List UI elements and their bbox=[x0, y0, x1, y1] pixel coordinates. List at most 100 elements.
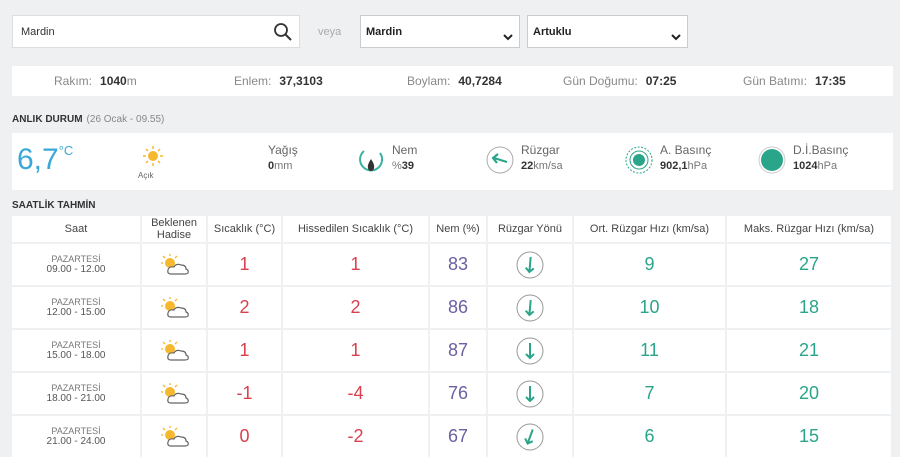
feels-cell: -4 bbox=[283, 373, 428, 414]
wind-label: Rüzgar bbox=[521, 143, 560, 157]
search-text: Mardin bbox=[21, 26, 55, 38]
time-cell: PAZARTESİ 21.00 - 24.00 bbox=[12, 416, 140, 457]
feels: -4 bbox=[347, 383, 364, 403]
wind-icon bbox=[485, 145, 515, 180]
time-cell: PAZARTESİ 09.00 - 12.00 bbox=[12, 244, 140, 285]
table-header: Nem (%) bbox=[430, 216, 486, 242]
rain-value: 0mm bbox=[268, 160, 292, 172]
wind-value: 22km/sa bbox=[521, 160, 563, 172]
max-wind: 15 bbox=[798, 426, 820, 446]
time: (26 Ocak - 09.55) bbox=[86, 114, 165, 125]
max-wind: 20 bbox=[798, 383, 820, 403]
temp: 1 bbox=[239, 340, 250, 360]
info-value: 17:35 bbox=[815, 74, 846, 88]
icon bbox=[516, 423, 544, 450]
humidity-value: %39 bbox=[392, 160, 414, 172]
table-header: Maks. Rüzgar Hızı (km/sa) bbox=[727, 216, 891, 242]
unit: mm bbox=[274, 160, 293, 172]
value: 22 bbox=[521, 160, 534, 172]
province-select[interactable]: Mardin bbox=[360, 15, 520, 48]
feels: 1 bbox=[350, 340, 361, 360]
chevron bbox=[671, 28, 681, 46]
info-label: Enlem: bbox=[234, 74, 272, 88]
wind: 9 bbox=[644, 254, 655, 274]
search-input[interactable]: Mardin bbox=[12, 15, 300, 48]
humidity-cell: 67 bbox=[430, 416, 486, 457]
wind-dir-cell bbox=[488, 416, 572, 457]
temp: 1 bbox=[239, 254, 250, 274]
info-label: Rakım: bbox=[54, 74, 93, 88]
info-value: 40,7284 bbox=[458, 74, 502, 88]
info-value: 1040 bbox=[100, 74, 127, 88]
unit: hPa bbox=[687, 160, 708, 172]
info-bar: Rakım: 1040m Enlem: 37,3103 Boylam: 40,7284 Gü… bbox=[12, 66, 893, 96]
day: PAZARTESİ bbox=[51, 383, 101, 393]
icon bbox=[161, 339, 189, 361]
info-value: 07:25 bbox=[645, 74, 677, 88]
feels-cell: 1 bbox=[283, 330, 428, 371]
day: PAZARTESİ bbox=[51, 297, 101, 307]
humidity: 76 bbox=[447, 383, 469, 403]
pressure-value: 902,1hPa bbox=[660, 160, 707, 172]
info-item: Gün Doğumu: 07:25 bbox=[563, 74, 676, 88]
wind-dir-cell bbox=[488, 287, 572, 328]
search-icon bbox=[273, 22, 293, 47]
temp: 2 bbox=[239, 297, 250, 317]
info-item: Boylam: 40,7284 bbox=[407, 74, 502, 88]
condition: Açık bbox=[138, 171, 154, 180]
table-header: Saat bbox=[12, 216, 140, 242]
sea-pressure-icon bbox=[757, 145, 787, 180]
rain-label: Yağış bbox=[268, 143, 298, 157]
icon bbox=[359, 150, 384, 172]
humidity-cell: 83 bbox=[430, 244, 486, 285]
max-wind-cell: 27 bbox=[727, 244, 891, 285]
prefix: % bbox=[392, 160, 402, 172]
time: 12.00 - 15.00 bbox=[46, 307, 106, 318]
wind-dir-cell bbox=[488, 373, 572, 414]
humidity: 83 bbox=[447, 254, 469, 274]
info-item: Enlem: 37,3103 bbox=[234, 74, 323, 88]
time: 21.00 - 24.00 bbox=[46, 436, 106, 447]
temp: 0 bbox=[239, 426, 250, 446]
max-wind: 18 bbox=[798, 297, 820, 317]
wind: 7 bbox=[644, 383, 655, 403]
value: 0 bbox=[268, 160, 275, 172]
sea-pressure-value: 1024hPa bbox=[793, 160, 837, 172]
value: 1024 bbox=[793, 160, 818, 172]
district-select[interactable]: Artuklu bbox=[527, 15, 688, 48]
weather-cell bbox=[142, 416, 206, 457]
pressure-label: A. Basınç bbox=[660, 143, 712, 157]
feels: 1 bbox=[350, 254, 361, 274]
icon bbox=[758, 146, 786, 174]
value: 39 bbox=[401, 160, 415, 172]
time: 18.00 - 21.00 bbox=[46, 393, 106, 404]
table-header: Ort. Rüzgar Hızı (km/sa) bbox=[574, 216, 725, 242]
wind-cell: 11 bbox=[574, 330, 725, 371]
max-wind-cell: 21 bbox=[727, 330, 891, 371]
weather-cell bbox=[142, 287, 206, 328]
info-item: Rakım: 1040m bbox=[54, 74, 137, 88]
icon bbox=[516, 251, 544, 278]
title: ANLIK DURUM bbox=[12, 114, 83, 125]
day: PAZARTESİ bbox=[51, 254, 101, 264]
sun-icon bbox=[142, 145, 164, 172]
table-header: Sıcaklık (°C) bbox=[208, 216, 281, 242]
max-wind-cell: 18 bbox=[727, 287, 891, 328]
temp-cell: 2 bbox=[208, 287, 281, 328]
temp: -1 bbox=[236, 383, 253, 403]
unit: hPa bbox=[817, 160, 838, 172]
time: 09.00 - 12.00 bbox=[46, 264, 106, 275]
wind-dir-cell bbox=[488, 330, 572, 371]
day: PAZARTESİ bbox=[51, 426, 101, 436]
icon bbox=[161, 296, 189, 318]
info-label: Gün Batımı: bbox=[743, 74, 808, 88]
temp-value: 6,7 bbox=[17, 143, 59, 176]
section-title: SAATLİK TAHMİN bbox=[12, 200, 96, 211]
icon bbox=[486, 146, 514, 174]
feels: 2 bbox=[350, 297, 361, 317]
humidity-label: Nem bbox=[392, 143, 418, 157]
time: 15.00 - 18.00 bbox=[46, 350, 106, 361]
wind: 11 bbox=[640, 340, 659, 360]
unit: km/sa bbox=[533, 160, 563, 172]
info-label: Gün Doğumu: bbox=[563, 74, 638, 88]
